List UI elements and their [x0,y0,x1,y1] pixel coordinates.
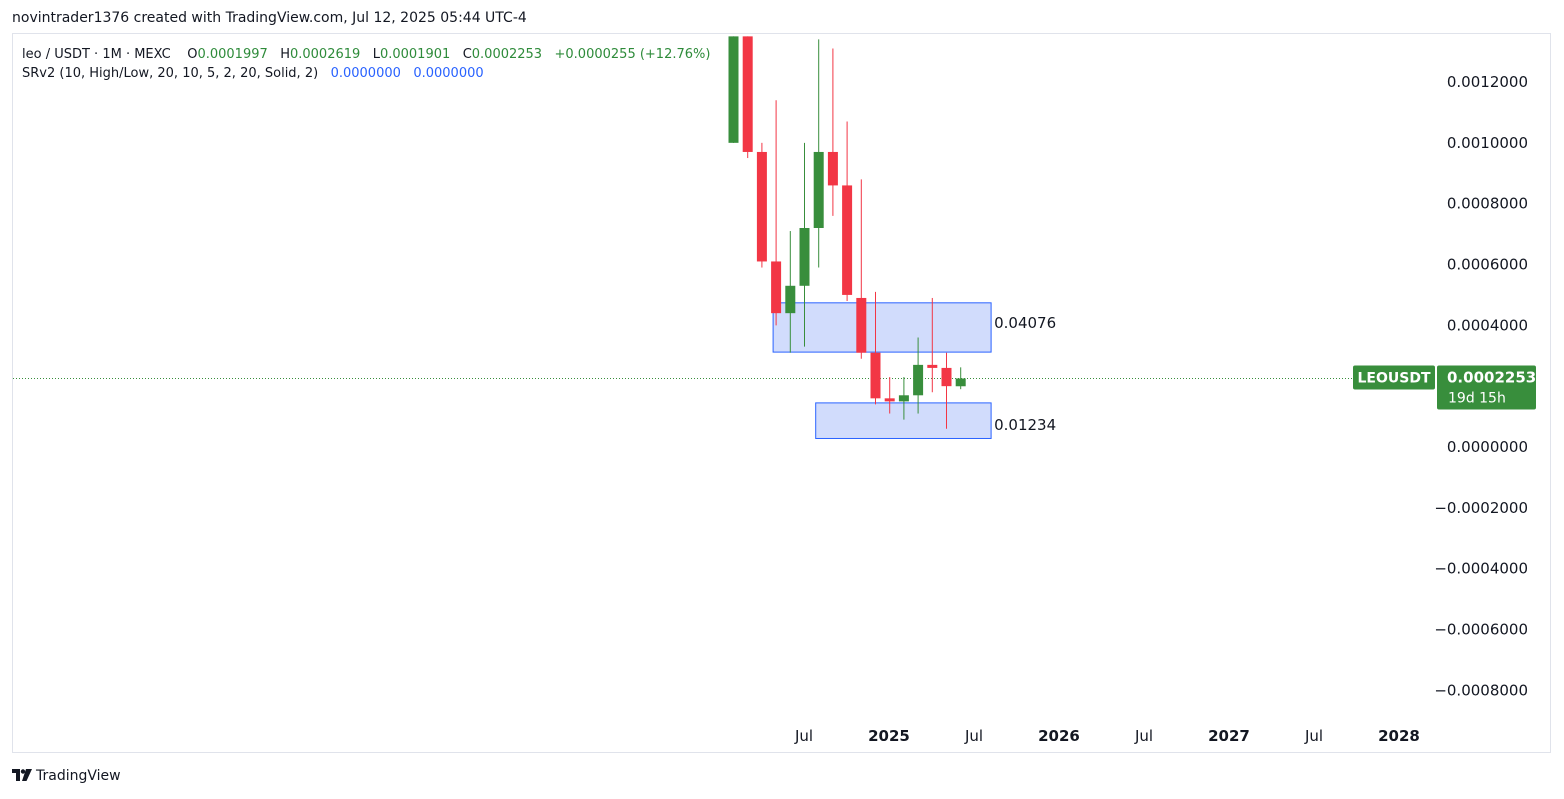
footer-brand-text: TradingView [36,768,121,784]
y-tick-label: 0.0004000 [1447,316,1528,334]
y-tick-label: 0.0010000 [1447,134,1528,152]
legend-change: +0.0000255 (+12.76%) [554,47,711,62]
legend-indicator-value-1: 0.0000000 [330,66,401,81]
candle-body-2025-04 [913,364,924,396]
y-tick-label: 0.0006000 [1447,256,1528,274]
legend-l-value: 0.0001901 [379,47,451,62]
chart-frame[interactable] [12,33,1551,753]
x-tick-label: Jul [1134,727,1153,745]
price-tag [1437,365,1536,410]
legend-indicator-name[interactable]: SRv2 (10, High/Low, 20, 10, 5, 2, 20, So… [22,66,319,81]
sr-zone-label-1: 0.04076 [994,314,1056,332]
candle-body-2024-03 [728,36,739,143]
x-tick-label: 2027 [1208,727,1250,745]
y-tick-label: −0.0004000 [1434,560,1528,578]
y-tick-label: −0.0006000 [1434,621,1528,639]
footer-brand[interactable]: TradingView [12,767,121,785]
x-tick-label: 2028 [1378,727,1420,745]
price-tag-countdown: 19d 15h [1448,390,1506,406]
sr-zone-label-2: 0.01234 [994,416,1056,434]
legend-symbol[interactable]: leo / USDT · 1M · MEXC [22,47,171,62]
x-tick-label: Jul [964,727,983,745]
price-tag-value: 0.0002253 [1447,368,1536,386]
candle-body-2024-12 [856,297,867,353]
x-tick-label: Jul [794,727,813,745]
candle-body-2025-07 [955,378,966,387]
legend-indicator-row: SRv2 (10, High/Low, 20, 10, 5, 2, 20, So… [22,64,710,83]
chart-header: novintrader1376 created with TradingView… [12,10,527,26]
y-tick-label: −0.0008000 [1434,681,1528,699]
legend-h-label: H [280,47,290,62]
symbol-tag [1353,365,1435,390]
candle-body-2024-11 [842,185,853,295]
candle-body-2025-05 [927,364,938,368]
plot-area [13,36,1352,439]
y-tick-label: 0.0012000 [1447,73,1528,91]
legend-c-value: 0.0002253 [471,47,543,62]
legend-c-label: C [462,47,472,62]
candle-body-2025-02 [884,398,895,402]
x-tick-label: 2026 [1038,727,1080,745]
candle-body-2024-09 [813,151,824,228]
tradingview-logo-icon [12,767,32,785]
candle-body-2024-08 [799,228,810,286]
candle-body-2025-03 [898,395,909,402]
legend-ohlc-row: leo / USDT · 1M · MEXC O0.0001997 H0.000… [22,45,710,64]
x-tick-label: 2025 [868,727,910,745]
chart-legend: leo / USDT · 1M · MEXC O0.0001997 H0.000… [22,45,710,83]
candle-body-2024-04 [742,36,753,152]
candle-body-2024-05 [756,151,767,262]
x-tick-label: Jul [1304,727,1323,745]
legend-o-label: O [187,47,198,62]
y-tick-label: −0.0002000 [1434,499,1528,517]
candle-body-2024-07 [785,285,796,314]
candle-body-2025-06 [941,367,952,387]
candle-body-2025-01 [870,352,881,399]
sr-zone-1 [772,302,992,353]
legend-l-label: L [372,47,380,62]
legend-indicator-value-2: 0.0000000 [413,66,484,81]
y-tick-label: 0.0000000 [1447,438,1528,456]
legend-h-value: 0.0002619 [289,47,361,62]
legend-o-value: 0.0001997 [197,47,268,62]
candle-body-2024-10 [827,151,838,186]
symbol-tag-text: LEOUSDT [1357,370,1430,386]
candle-body-2024-06 [771,261,782,314]
y-tick-label: 0.0008000 [1447,195,1528,213]
